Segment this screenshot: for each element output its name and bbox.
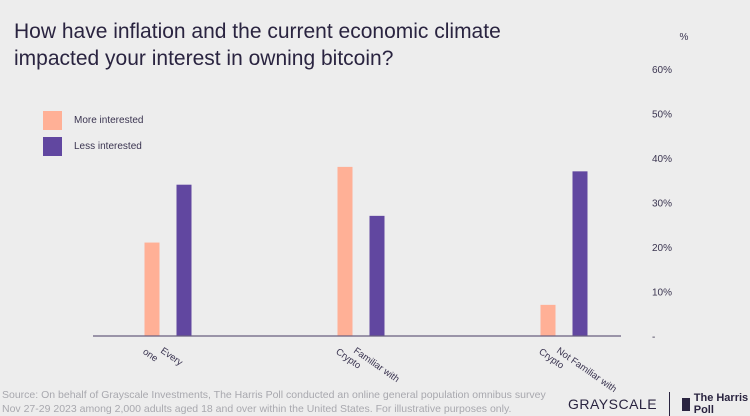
legend-item-less: Less interested — [43, 136, 143, 156]
bar-more-interested — [540, 304, 556, 336]
x-tick-label: Familiar withCrypto — [334, 337, 402, 394]
source-line-1: Source: On behalf of Grayscale Investmen… — [2, 389, 546, 401]
logo-divider — [669, 392, 670, 416]
bar-more-interested — [144, 242, 160, 336]
bar-less-interested — [369, 215, 385, 336]
source-note: Source: On behalf of Grayscale Investmen… — [2, 388, 546, 416]
bar-more-interested — [337, 166, 353, 336]
bar-less-interested — [176, 184, 192, 336]
logos: GRAYSCALE The Harris Poll — [568, 392, 750, 416]
y-tick-label: 20% — [652, 243, 672, 254]
source-line-2: Nov 27-29 2023 among 2,000 adults aged 1… — [2, 403, 512, 415]
harris-poll-logo: The Harris Poll — [681, 392, 750, 416]
y-tick-label: 40% — [652, 154, 672, 165]
legend-item-more: More interested — [43, 110, 143, 130]
legend-label-more: More interested — [74, 114, 144, 126]
grayscale-logo: GRAYSCALE — [568, 396, 658, 412]
y-tick-label: 10% — [652, 288, 672, 299]
bar-less-interested — [572, 171, 588, 336]
y-axis-label: % — [680, 32, 689, 43]
y-tick-label: - — [652, 332, 655, 343]
y-tick-label: 30% — [652, 199, 672, 210]
legend-swatch-more — [43, 110, 62, 130]
legend: More interested Less interested — [43, 110, 143, 162]
y-tick-label: 50% — [652, 110, 672, 121]
x-tick-label: Everyone — [141, 337, 185, 377]
y-tick-label: 60% — [652, 65, 672, 76]
legend-label-less: Less interested — [74, 140, 142, 152]
legend-swatch-less — [43, 136, 62, 156]
chart-title: How have inflation and the current econo… — [14, 20, 501, 70]
harris-poll-text: The Harris Poll — [693, 392, 749, 416]
harris-poll-mark-icon — [681, 397, 690, 411]
